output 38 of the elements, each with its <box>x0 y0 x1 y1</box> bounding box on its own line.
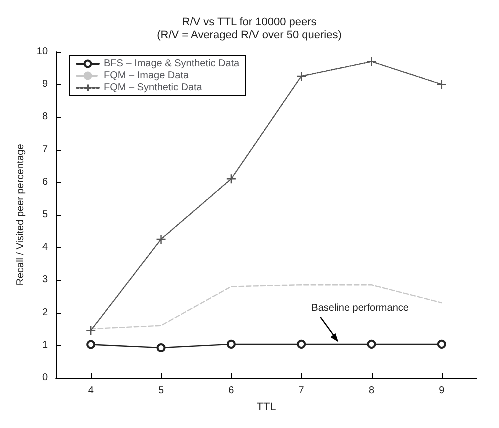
point <box>226 340 236 349</box>
y-tick-label: 7 <box>42 144 48 156</box>
legend-label: FQM – Image Data <box>104 70 190 82</box>
point <box>156 234 166 245</box>
y-tick-label: 6 <box>42 176 48 188</box>
x-tick-label: 7 <box>298 386 305 396</box>
x-tick-label: 9 <box>439 386 446 396</box>
point <box>436 80 448 90</box>
annotation: Baseline performance <box>312 302 410 314</box>
y-axis-title: Recall / Visited peer percentage <box>16 144 26 286</box>
y-tick-label: 1 <box>42 340 48 351</box>
y-tick-label: 0 <box>42 372 48 384</box>
point <box>156 344 166 353</box>
x-tick-label: 5 <box>158 386 164 396</box>
legend-label: FQM – Synthetic Data <box>104 82 203 94</box>
y-tick-label: 10 <box>36 46 48 58</box>
point <box>226 174 237 184</box>
point <box>296 71 307 82</box>
point <box>86 340 96 350</box>
y-tick-label: 3 <box>42 274 48 286</box>
y-tick-label: 9 <box>42 79 48 90</box>
legend-label: BFS – Image & Synthetic Data <box>104 58 240 70</box>
y-tick-label: 5 <box>42 210 48 220</box>
x-tick-label: 4 <box>88 386 94 396</box>
y-tick-label: 4 <box>42 242 48 254</box>
point <box>437 340 446 349</box>
y-tick-label: 8 <box>42 112 48 123</box>
point <box>366 56 377 67</box>
x-tick-label: 8 <box>368 386 375 396</box>
y-tick-label: 2 <box>42 307 48 318</box>
chart-subtitle: (R/V = Averaged R/V over 50 queries) <box>157 30 342 42</box>
chart-title: R/V vs TTL for 10000 peers <box>182 16 318 28</box>
point <box>297 340 306 349</box>
x-axis-title: TTL <box>256 402 276 414</box>
point <box>367 340 376 349</box>
point <box>86 326 96 336</box>
line-series <box>90 284 443 330</box>
x-tick-label: 6 <box>228 386 235 396</box>
